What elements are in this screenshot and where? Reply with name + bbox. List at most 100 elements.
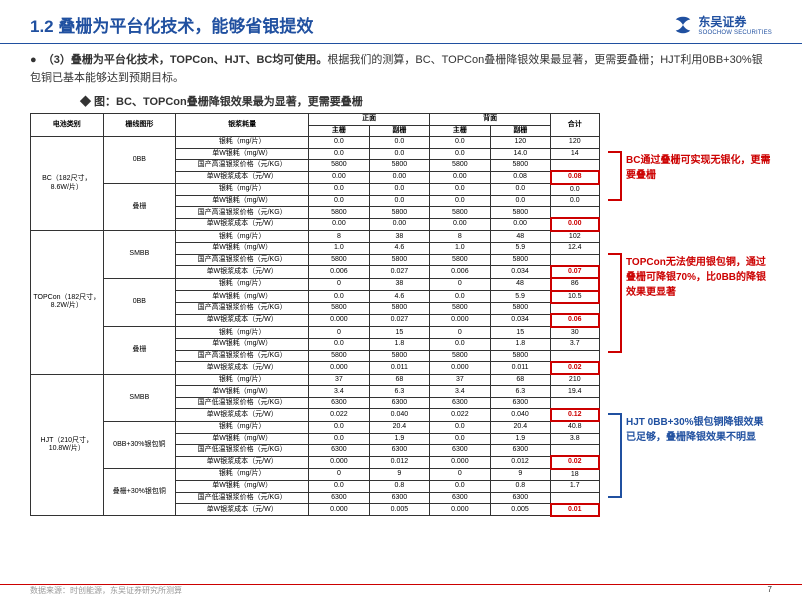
value-cell: 1.7 (551, 481, 599, 493)
value-cell: 4.6 (369, 291, 429, 303)
metric-cell: 单W银耗（mg/W） (176, 148, 309, 160)
value-cell: 0.0 (551, 184, 599, 196)
logo-text-cn: 东吴证券 (698, 13, 772, 30)
value-cell: 0.12 (551, 409, 599, 421)
value-cell: 0.0 (309, 291, 369, 303)
value-cell: 30 (551, 327, 599, 339)
value-cell: 6300 (369, 445, 429, 457)
value-cell: 0.00 (309, 171, 369, 183)
value-cell: 9 (369, 469, 429, 481)
value-cell: 20.4 (490, 421, 550, 433)
logo: 东吴证券 SOOCHOW SECURITIES (672, 13, 772, 36)
value-cell: 0.02 (551, 456, 599, 468)
pattern-cell: SMBB (103, 231, 176, 278)
value-cell: 3.4 (309, 386, 369, 398)
annotations: BC通过叠栅可实现无银化，更需要叠栅 TOPCon无法使用银包铜，通过叠栅可降银… (608, 113, 772, 517)
value-cell: 0.022 (430, 409, 490, 421)
value-cell: 0.000 (309, 504, 369, 516)
metric-cell: 国产高温银浆价格（元/KG） (176, 303, 309, 315)
bullet-bold: （3）叠栅为平台化技术，TOPCon、HJT、BC均可使用。 (43, 54, 328, 66)
value-cell: 0.00 (430, 171, 490, 183)
value-cell: 102 (551, 231, 599, 243)
value-cell: 0.0 (430, 184, 490, 196)
value-cell: 14 (551, 148, 599, 160)
page-title: 1.2 叠栅为平台化技术，能够省银提效 (30, 12, 313, 37)
value-cell: 0.00 (369, 218, 429, 230)
value-cell: 0.000 (430, 456, 490, 468)
value-cell: 0.08 (490, 171, 550, 183)
page-number: 7 (768, 585, 772, 596)
th-main2: 主栅 (430, 125, 490, 137)
value-cell: 5800 (490, 303, 550, 315)
value-cell: 5800 (309, 254, 369, 266)
value-cell: 0.0 (490, 184, 550, 196)
value-cell: 0.000 (309, 314, 369, 326)
value-cell: 40.8 (551, 421, 599, 433)
value-cell: 6.3 (490, 386, 550, 398)
value-cell: 5800 (369, 207, 429, 219)
value-cell: 0 (309, 327, 369, 339)
table-row: HJT（210尺寸，10.8W/片）SMBB银耗（mg/片）3768376821… (31, 374, 600, 386)
table-row: 叠栅+30%银包铜银耗（mg/片）090918 (31, 469, 600, 481)
value-cell: 0.00 (551, 218, 599, 230)
logo-icon (672, 14, 694, 36)
cat-cell: TOPCon（182尺寸，8.2W/片） (31, 231, 104, 374)
anno-topcon: TOPCon无法使用银包铜，通过叠栅可降银70%，比0BB的降银效果更显著 (608, 253, 772, 353)
metric-cell: 单W银浆成本（元/W） (176, 456, 309, 468)
value-cell: 6300 (309, 397, 369, 409)
th-sub1: 副栅 (369, 125, 429, 137)
value-cell: 8 (309, 231, 369, 243)
value-cell: 3.4 (430, 386, 490, 398)
value-cell: 5800 (309, 303, 369, 315)
value-cell: 0.06 (551, 314, 599, 326)
table-row: 叠栅银耗（mg/片）01501530 (31, 327, 600, 339)
value-cell: 0.00 (490, 218, 550, 230)
th-category: 电池类别 (31, 114, 104, 137)
value-cell: 0.00 (369, 171, 429, 183)
metric-cell: 国产高温银浆价格（元/KG） (176, 254, 309, 266)
metric-cell: 国产高温银浆价格（元/KG） (176, 350, 309, 362)
value-cell: 0.0 (551, 195, 599, 207)
value-cell: 48 (490, 278, 550, 290)
anno-bc: BC通过叠栅可实现无银化，更需要叠栅 (608, 151, 772, 201)
value-cell: 0.006 (309, 266, 369, 278)
value-cell: 5.9 (490, 243, 550, 255)
value-cell: 6300 (490, 445, 550, 457)
value-cell: 0.0 (309, 195, 369, 207)
value-cell: 8 (430, 231, 490, 243)
table-row: 叠栅银耗（mg/片）0.00.00.00.00.0 (31, 184, 600, 196)
value-cell: 10.5 (551, 291, 599, 303)
th-sub2: 副栅 (490, 125, 550, 137)
value-cell: 6300 (309, 445, 369, 457)
footer: 数据来源：时创能源，东吴证券研究所测算 7 (0, 584, 802, 596)
value-cell: 5800 (430, 160, 490, 172)
value-cell: 1.0 (309, 243, 369, 255)
value-cell: 6300 (369, 492, 429, 504)
value-cell: 0.01 (551, 504, 599, 516)
metric-cell: 国产低温银浆价格（元/KG） (176, 445, 309, 457)
value-cell (551, 492, 599, 504)
value-cell: 5800 (430, 303, 490, 315)
value-cell: 0.000 (309, 362, 369, 374)
value-cell: 0.0 (309, 339, 369, 351)
value-cell: 0.027 (369, 314, 429, 326)
metric-cell: 银耗（mg/片） (176, 184, 309, 196)
value-cell: 0.0 (369, 184, 429, 196)
metric-cell: 银耗（mg/片） (176, 469, 309, 481)
data-table: 电池类别 栅线图形 银浆耗量 正面 背面 合计 主栅 副栅 主栅 副栅 BC（1… (30, 113, 600, 517)
cat-cell: BC（182尺寸，8.6W/片） (31, 137, 104, 231)
metric-cell: 单W银耗（mg/W） (176, 291, 309, 303)
value-cell: 0.005 (490, 504, 550, 516)
value-cell: 0.00 (430, 218, 490, 230)
value-cell: 38 (369, 231, 429, 243)
pattern-cell: 0BB+30%银包铜 (103, 421, 176, 468)
value-cell: 6300 (430, 445, 490, 457)
anno-hjt: HJT 0BB+30%银包铜降银效果已足够，叠栅降银效果不明显 (608, 413, 772, 498)
pattern-cell: 0BB (103, 137, 176, 184)
value-cell: 0 (430, 327, 490, 339)
th-pattern: 栅线图形 (103, 114, 176, 137)
value-cell: 5800 (309, 160, 369, 172)
value-cell: 0.0 (309, 137, 369, 149)
value-cell: 210 (551, 374, 599, 386)
value-cell: 0.000 (430, 362, 490, 374)
